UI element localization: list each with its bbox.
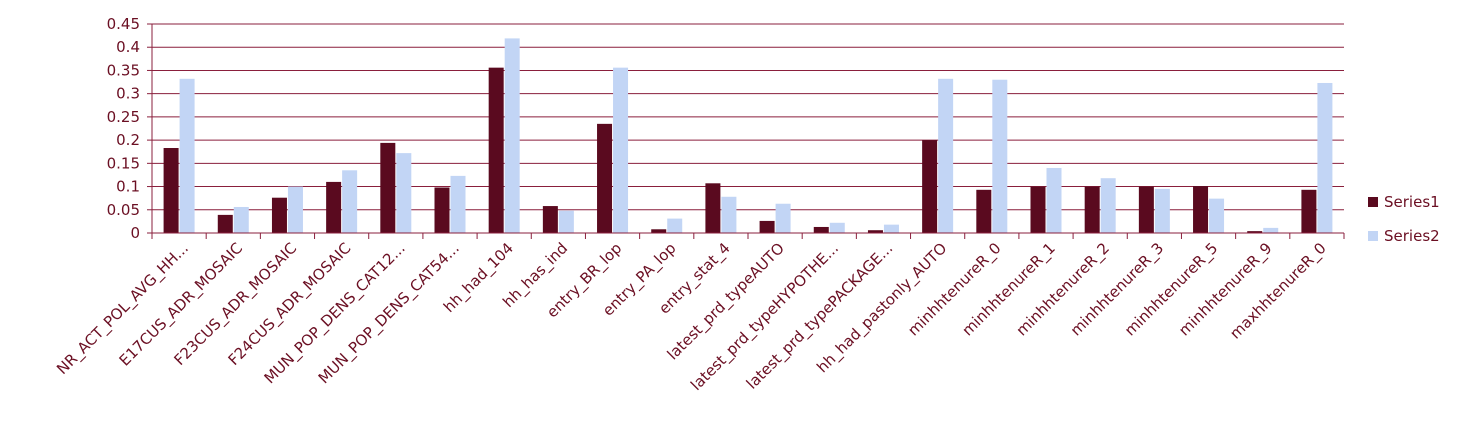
bar-series2-5 [450, 175, 466, 233]
bar-series2-20 [1263, 227, 1279, 233]
bar-series1-1 [217, 214, 233, 233]
bar-series2-4 [396, 153, 412, 233]
x-tick-label: minhhtenureR_9 [1175, 239, 1276, 340]
bars [163, 38, 1333, 234]
bar-series1-7 [542, 206, 558, 233]
x-axis-ticks: NR_ACT_POL_AVG_HH...E17CUS_ADR_MOSAICF23… [53, 239, 1330, 395]
bar-series2-6 [504, 38, 520, 233]
bar-series2-0 [179, 78, 195, 233]
bar-series1-15 [976, 189, 992, 233]
x-tick-label: minhhtenureR_0 [904, 239, 1005, 340]
bar-series2-2 [287, 186, 303, 233]
y-axis-ticks: 0 0.05 0.1 0.15 0.2 0.25 0.3 0.35 0.4 0.45 [107, 15, 140, 242]
x-tick-label: minhhtenureR_3 [1067, 239, 1168, 340]
legend: Series1 Series2 [1368, 193, 1440, 245]
bar-series1-11 [759, 220, 775, 233]
legend-swatch-series2 [1368, 231, 1378, 241]
y-tick-label: 0.4 [116, 38, 140, 56]
axes [147, 23, 1345, 239]
bar-series1-2 [271, 197, 287, 233]
bar-series1-21 [1301, 189, 1317, 233]
bar-series2-11 [775, 203, 791, 233]
y-tick-label: 0.25 [107, 108, 140, 126]
bar-series2-16 [1046, 167, 1062, 233]
y-tick-label: 0.3 [116, 85, 140, 103]
bar-series2-18 [1154, 188, 1170, 233]
legend-swatch-series1 [1368, 197, 1378, 207]
bar-series2-13 [883, 224, 899, 233]
bar-series1-13 [867, 230, 883, 233]
bar-series2-17 [1100, 178, 1116, 233]
bar-series2-10 [721, 196, 737, 233]
bar-series2-1 [233, 206, 249, 233]
legend-label-series2: Series2 [1384, 227, 1440, 245]
x-tick-label: minhhtenureR_2 [1013, 239, 1114, 340]
bar-series2-19 [1209, 198, 1225, 233]
bar-series1-12 [813, 226, 829, 233]
bar-series1-6 [488, 67, 504, 233]
bar-series2-7 [558, 210, 574, 233]
bar-series1-3 [326, 181, 342, 233]
bar-series1-0 [163, 148, 179, 233]
bar-series1-14 [922, 140, 938, 233]
y-tick-label: 0 [130, 224, 140, 242]
bar-series2-14 [938, 78, 954, 233]
bar-series2-12 [829, 222, 845, 233]
bar-series1-5 [434, 187, 450, 233]
y-tick-label: 0.1 [116, 178, 140, 196]
bar-series1-18 [1138, 186, 1154, 233]
x-tick-label: minhhtenureR_5 [1121, 239, 1222, 340]
y-tick-label: 0.45 [107, 15, 140, 33]
bar-series1-8 [597, 123, 613, 233]
bar-series2-21 [1317, 82, 1333, 234]
bar-series1-4 [380, 142, 396, 233]
y-tick-label: 0.05 [107, 201, 140, 219]
bar-series2-15 [992, 79, 1008, 233]
y-tick-label: 0.35 [107, 61, 140, 79]
x-tick-label: maxhhtenureR_0 [1226, 239, 1330, 343]
bar-series1-9 [651, 229, 667, 233]
x-tick-label: minhhtenureR_1 [958, 239, 1059, 340]
y-tick-label: 0.15 [107, 154, 140, 172]
bar-series2-3 [342, 170, 358, 233]
bar-series1-20 [1247, 231, 1263, 233]
legend-label-series1: Series1 [1384, 193, 1440, 211]
bar-series2-8 [613, 67, 629, 233]
gridlines [152, 23, 1344, 211]
bar-series1-17 [1084, 186, 1100, 233]
bar-series2-9 [667, 218, 683, 233]
bar-series1-10 [705, 183, 721, 233]
bar-series1-19 [1193, 186, 1209, 233]
y-tick-label: 0.2 [116, 131, 140, 149]
bar-series1-16 [1030, 186, 1046, 233]
